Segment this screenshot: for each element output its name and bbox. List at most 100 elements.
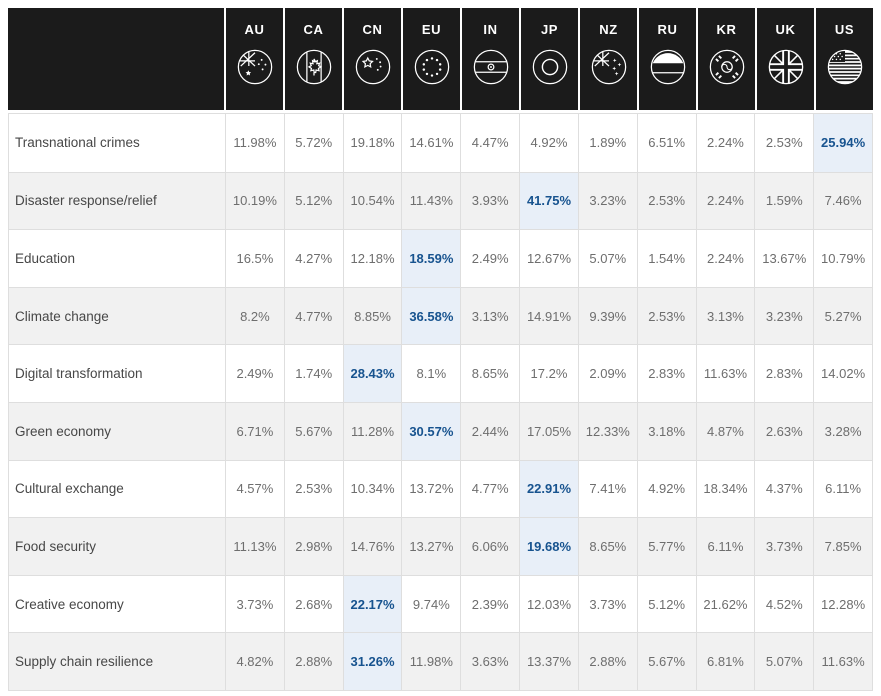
value-cell[interactable]: 10.79% xyxy=(813,229,872,287)
value-cell[interactable]: 3.63% xyxy=(460,632,520,690)
value-cell[interactable]: 6.51% xyxy=(636,114,696,172)
value-cell-highlighted[interactable]: 18.59% xyxy=(401,229,461,287)
value-cell[interactable]: 14.61% xyxy=(401,114,461,172)
value-cell[interactable]: 2.53% xyxy=(754,114,814,172)
value-cell[interactable]: 5.67% xyxy=(283,401,343,460)
value-cell[interactable]: 4.92% xyxy=(519,114,578,172)
value-cell-highlighted[interactable]: 31.26% xyxy=(342,632,402,690)
value-cell[interactable]: 6.11% xyxy=(695,517,755,575)
value-cell[interactable]: 5.07% xyxy=(754,632,814,690)
value-cell[interactable]: 2.24% xyxy=(695,171,755,230)
column-header-ca[interactable]: CA xyxy=(283,8,342,110)
value-cell[interactable]: 5.77% xyxy=(636,517,696,575)
column-header-nz[interactable]: NZ xyxy=(578,8,637,110)
value-cell[interactable]: 1.89% xyxy=(577,114,637,172)
value-cell[interactable]: 6.11% xyxy=(813,459,872,518)
column-header-eu[interactable]: EU xyxy=(401,8,460,110)
value-cell-highlighted[interactable]: 22.17% xyxy=(342,574,402,633)
value-cell[interactable]: 1.59% xyxy=(754,171,814,230)
value-cell[interactable]: 2.88% xyxy=(283,632,343,690)
value-cell[interactable]: 6.81% xyxy=(695,632,755,690)
value-cell[interactable]: 2.53% xyxy=(636,286,696,345)
value-cell[interactable]: 4.47% xyxy=(460,114,520,172)
value-cell[interactable]: 2.53% xyxy=(636,171,696,230)
value-cell[interactable]: 3.73% xyxy=(754,517,814,575)
value-cell[interactable]: 5.07% xyxy=(577,229,637,287)
value-cell[interactable]: 2.68% xyxy=(283,574,343,633)
value-cell[interactable]: 5.27% xyxy=(813,286,872,345)
value-cell[interactable]: 4.52% xyxy=(754,574,814,633)
value-cell[interactable]: 7.41% xyxy=(577,459,637,518)
value-cell[interactable]: 1.74% xyxy=(283,344,343,402)
column-header-in[interactable]: IN xyxy=(460,8,519,110)
value-cell[interactable]: 2.83% xyxy=(754,344,814,402)
column-header-uk[interactable]: UK xyxy=(755,8,814,110)
value-cell[interactable]: 18.34% xyxy=(695,459,755,518)
value-cell[interactable]: 12.33% xyxy=(577,401,637,460)
value-cell-highlighted[interactable]: 30.57% xyxy=(401,401,461,460)
column-header-au[interactable]: AU xyxy=(224,8,283,110)
value-cell[interactable]: 5.67% xyxy=(636,632,696,690)
column-header-ru[interactable]: RU xyxy=(637,8,696,110)
value-cell[interactable]: 4.37% xyxy=(754,459,814,518)
value-cell[interactable]: 8.65% xyxy=(577,517,637,575)
value-cell[interactable]: 17.2% xyxy=(519,344,578,402)
value-cell[interactable]: 2.63% xyxy=(754,401,814,460)
value-cell[interactable]: 2.49% xyxy=(460,229,520,287)
value-cell[interactable]: 14.91% xyxy=(519,286,578,345)
value-cell[interactable]: 19.18% xyxy=(342,114,402,172)
value-cell[interactable]: 2.24% xyxy=(695,114,755,172)
value-cell[interactable]: 21.62% xyxy=(695,574,755,633)
value-cell[interactable]: 6.71% xyxy=(225,401,284,460)
value-cell[interactable]: 4.57% xyxy=(225,459,284,518)
value-cell[interactable]: 12.28% xyxy=(813,574,872,633)
value-cell[interactable]: 4.82% xyxy=(225,632,284,690)
column-header-kr[interactable]: KR xyxy=(696,8,755,110)
value-cell[interactable]: 10.34% xyxy=(342,459,402,518)
value-cell-highlighted[interactable]: 36.58% xyxy=(401,286,461,345)
value-cell[interactable]: 11.98% xyxy=(401,632,461,690)
value-cell[interactable]: 13.72% xyxy=(401,459,461,518)
value-cell[interactable]: 1.54% xyxy=(636,229,696,287)
value-cell[interactable]: 9.74% xyxy=(401,574,461,633)
value-cell[interactable]: 2.39% xyxy=(460,574,520,633)
value-cell[interactable]: 2.09% xyxy=(577,344,637,402)
value-cell[interactable]: 11.13% xyxy=(225,517,284,575)
value-cell[interactable]: 4.87% xyxy=(695,401,755,460)
value-cell[interactable]: 5.72% xyxy=(283,114,343,172)
value-cell[interactable]: 2.98% xyxy=(283,517,343,575)
value-cell[interactable]: 13.37% xyxy=(519,632,578,690)
value-cell[interactable]: 12.03% xyxy=(519,574,578,633)
value-cell[interactable]: 14.02% xyxy=(813,344,872,402)
value-cell[interactable]: 11.43% xyxy=(401,171,461,230)
value-cell[interactable]: 5.12% xyxy=(283,171,343,230)
value-cell[interactable]: 4.92% xyxy=(636,459,696,518)
value-cell[interactable]: 13.27% xyxy=(401,517,461,575)
value-cell-highlighted[interactable]: 22.91% xyxy=(519,459,578,518)
value-cell[interactable]: 16.5% xyxy=(225,229,284,287)
value-cell[interactable]: 4.27% xyxy=(283,229,343,287)
value-cell[interactable]: 2.44% xyxy=(460,401,520,460)
column-header-cn[interactable]: CN xyxy=(342,8,401,110)
value-cell-highlighted[interactable]: 19.68% xyxy=(519,517,578,575)
value-cell[interactable]: 12.18% xyxy=(342,229,402,287)
value-cell[interactable]: 8.65% xyxy=(460,344,520,402)
value-cell[interactable]: 3.13% xyxy=(460,286,520,345)
value-cell[interactable]: 6.06% xyxy=(460,517,520,575)
value-cell[interactable]: 11.28% xyxy=(342,401,402,460)
value-cell[interactable]: 10.54% xyxy=(342,171,402,230)
value-cell[interactable]: 8.85% xyxy=(342,286,402,345)
value-cell[interactable]: 2.49% xyxy=(225,344,284,402)
value-cell[interactable]: 3.93% xyxy=(460,171,520,230)
value-cell[interactable]: 7.85% xyxy=(813,517,872,575)
value-cell[interactable]: 3.23% xyxy=(577,171,637,230)
value-cell[interactable]: 12.67% xyxy=(519,229,578,287)
value-cell[interactable]: 2.24% xyxy=(695,229,755,287)
value-cell-highlighted[interactable]: 41.75% xyxy=(519,171,578,230)
value-cell[interactable]: 3.23% xyxy=(754,286,814,345)
value-cell[interactable]: 3.13% xyxy=(695,286,755,345)
value-cell[interactable]: 3.28% xyxy=(813,401,872,460)
value-cell[interactable]: 2.88% xyxy=(577,632,637,690)
value-cell[interactable]: 3.73% xyxy=(225,574,284,633)
value-cell[interactable]: 5.12% xyxy=(636,574,696,633)
